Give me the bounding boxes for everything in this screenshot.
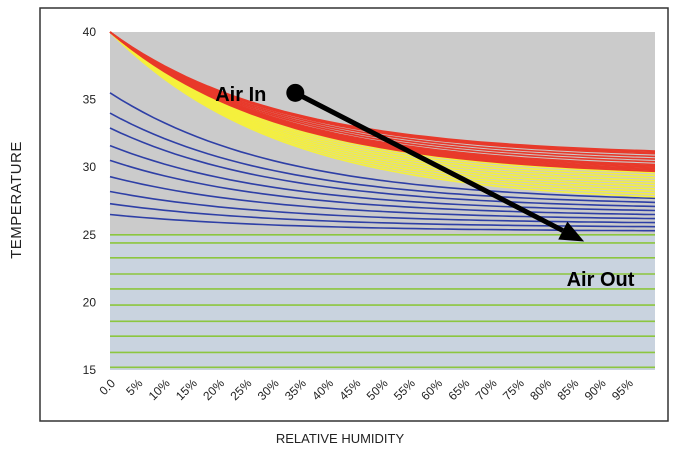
arrow-shaft [294, 90, 564, 233]
air-out-label: Air Out [567, 269, 635, 291]
curve-line-band-3-5 [109, 31, 656, 166]
curve-line-band-1-4 [109, 159, 656, 216]
curve-line-band-2-6 [109, 31, 656, 182]
curve-line-band-2-0 [109, 31, 656, 198]
y-tick-label: 30 [83, 160, 97, 174]
curve-line-band-1-8 [109, 92, 656, 200]
y-tick-label: 35 [83, 93, 97, 107]
curve-line-band-1-2 [109, 190, 656, 224]
y-tick-label: 40 [83, 25, 97, 39]
curve-line-band-2-2 [109, 31, 656, 193]
arrow-head [558, 221, 585, 242]
y-tick-label: 15 [83, 363, 97, 377]
x-axis-title: RELATIVE HUMIDITY [276, 431, 405, 446]
curve-line-band-2-4 [109, 31, 656, 187]
annotation-marks: Air In Air Out [215, 83, 635, 291]
y-axis-title: TEMPERATURE [8, 141, 25, 259]
y-tick-label: 20 [83, 295, 97, 309]
curve-line-band-2-3 [109, 31, 656, 190]
curve-line-band-2-1 [109, 31, 656, 195]
y-tick-labels: 15 20 25 30 35 40 [83, 25, 97, 377]
curve-line-band-2-5 [109, 31, 656, 185]
curve-line-band-2-8 [109, 31, 656, 177]
curve-line-band-1-5 [109, 144, 656, 212]
curve-line-band-1-6 [109, 127, 656, 208]
curve-line-band-2-7 [109, 31, 656, 179]
y-tick-label: 25 [83, 228, 97, 242]
air-in-point [286, 83, 305, 102]
curve-line-band-1-3 [109, 175, 656, 220]
air-in-label: Air In [215, 84, 266, 106]
curve-line-band-1-7 [109, 112, 656, 204]
curve-line-band-3-11 [109, 31, 656, 152]
curve-line-band-1-1 [109, 202, 656, 228]
